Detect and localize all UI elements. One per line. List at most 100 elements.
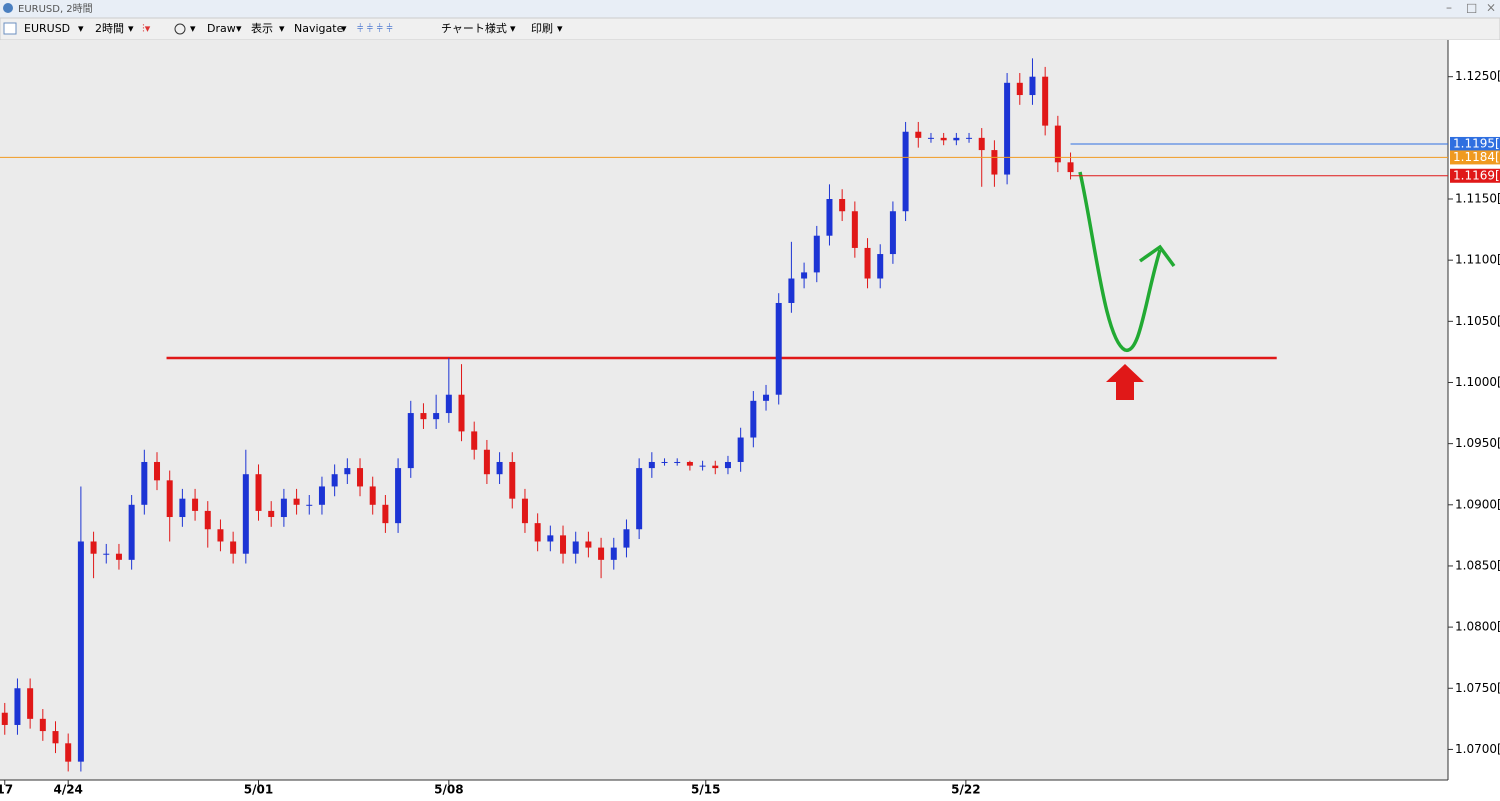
y-tick-label: 1.0900[0: [1455, 497, 1500, 511]
candle-body: [382, 504, 389, 524]
chart-style-menu[interactable]: チャート様式: [441, 21, 507, 35]
y-tick-label: 1.1000[0: [1455, 375, 1500, 389]
x-tick-label: 4/24: [53, 783, 82, 797]
candle-body: [407, 413, 414, 469]
candle-body: [775, 302, 782, 395]
candle-body: [14, 688, 21, 725]
candle-body: [534, 523, 541, 542]
shape-tool[interactable]: [174, 23, 186, 35]
candle-body: [801, 272, 808, 279]
y-tick-label: 1.1100[0: [1455, 253, 1500, 267]
forecast-arrowhead: [1138, 244, 1176, 268]
candle-body: [1029, 76, 1036, 96]
candle-body: [966, 137, 973, 139]
y-tick-label: 1.0700[0: [1455, 742, 1500, 756]
plot-area: [0, 40, 1448, 780]
candle-body: [65, 743, 72, 762]
candle-body: [331, 474, 338, 487]
close-button[interactable]: ×: [1486, 1, 1496, 15]
candle-body: [192, 498, 199, 511]
x-tick-label: 5/22: [951, 783, 980, 797]
candle-style-button[interactable]: ⫶▾: [142, 22, 151, 35]
candle-body: [953, 137, 960, 141]
price-tag: [1450, 168, 1500, 183]
candle-body: [217, 529, 224, 542]
price-tag-label: 1.1184[2: [1453, 150, 1500, 164]
timeframe-select[interactable]: 2時間: [95, 22, 124, 35]
y-tick-label: 1.0800[0: [1455, 620, 1500, 634]
date-axis: [0, 780, 1448, 797]
candle-body: [1042, 76, 1049, 126]
candle-body: [889, 211, 896, 255]
x-tick-label: 5/01: [244, 783, 273, 797]
price-axis: [1448, 40, 1500, 797]
price-tag-label: 1.1195[0: [1453, 136, 1500, 150]
window-title: EURUSD, 2時間: [18, 3, 93, 15]
candle-body: [813, 235, 820, 273]
price-tag: [1450, 136, 1500, 151]
y-tick-label: 1.1050[0: [1455, 314, 1500, 328]
candle-body: [661, 461, 668, 463]
candle-body: [90, 541, 97, 554]
candle-body: [763, 394, 770, 401]
minimize-button[interactable]: –: [1446, 1, 1452, 15]
dropdown-arrow[interactable]: ▾: [557, 22, 563, 35]
dropdown-arrow[interactable]: ▾: [78, 22, 84, 35]
candle-body: [344, 468, 351, 475]
candle-body: [420, 413, 427, 420]
dropdown-arrow[interactable]: ▾: [190, 22, 196, 35]
plot: [1, 58, 1277, 772]
candle-body: [27, 688, 34, 719]
candle-body: [737, 437, 744, 462]
maximize-button[interactable]: □: [1466, 1, 1477, 15]
forecast-arrow: [1078, 171, 1162, 352]
candle-body: [357, 468, 364, 487]
candle-body: [521, 498, 528, 524]
candle-body: [927, 137, 934, 139]
x-tick-label: 17: [0, 783, 13, 797]
candle-body: [572, 541, 579, 554]
dropdown-arrow[interactable]: ▾: [341, 22, 347, 35]
print-menu[interactable]: 印刷: [531, 22, 553, 35]
candle-body: [991, 150, 998, 175]
price-tag-label: 1.1169[4: [1453, 168, 1500, 182]
candle-body: [471, 431, 478, 450]
navigate-menu[interactable]: Navigate: [294, 22, 344, 35]
candle-body: [864, 247, 871, 279]
title-bar: [0, 0, 1500, 18]
candle-body: [395, 468, 402, 524]
dropdown-arrow[interactable]: ▾: [128, 22, 134, 35]
candle-body: [204, 510, 211, 530]
candle-body: [255, 474, 262, 511]
candle-body: [978, 137, 985, 151]
dropdown-arrow[interactable]: ▾: [279, 22, 285, 35]
candle-body: [648, 461, 655, 469]
candle-body: [496, 461, 503, 475]
candle-body: [1054, 125, 1061, 163]
candle-body: [712, 465, 719, 469]
symbol-select[interactable]: EURUSD: [24, 22, 70, 35]
candle-body: [128, 504, 135, 560]
candle-body: [826, 199, 833, 236]
candle-body: [115, 553, 122, 560]
candle-body: [788, 278, 795, 303]
candle-body: [750, 400, 757, 438]
dropdown-arrow[interactable]: ▾: [510, 22, 516, 35]
draw-menu[interactable]: Draw: [207, 22, 236, 35]
candle-body: [1004, 82, 1011, 175]
candle-body: [851, 211, 858, 248]
price-tag: [1450, 150, 1500, 165]
crosshair-tools[interactable]: ⫩ ⫩ ⫩ ⫩: [357, 22, 393, 35]
candle-body: [686, 461, 693, 466]
candle-body: [166, 480, 173, 518]
candle-body: [154, 461, 161, 481]
view-menu[interactable]: 表示: [251, 21, 273, 35]
candle-body: [179, 498, 186, 518]
candle-body: [52, 731, 59, 744]
candle-body: [483, 449, 490, 475]
candle-body: [445, 394, 452, 414]
candle-body: [103, 553, 110, 555]
dropdown-arrow[interactable]: ▾: [236, 22, 242, 35]
candle-body: [230, 541, 237, 554]
